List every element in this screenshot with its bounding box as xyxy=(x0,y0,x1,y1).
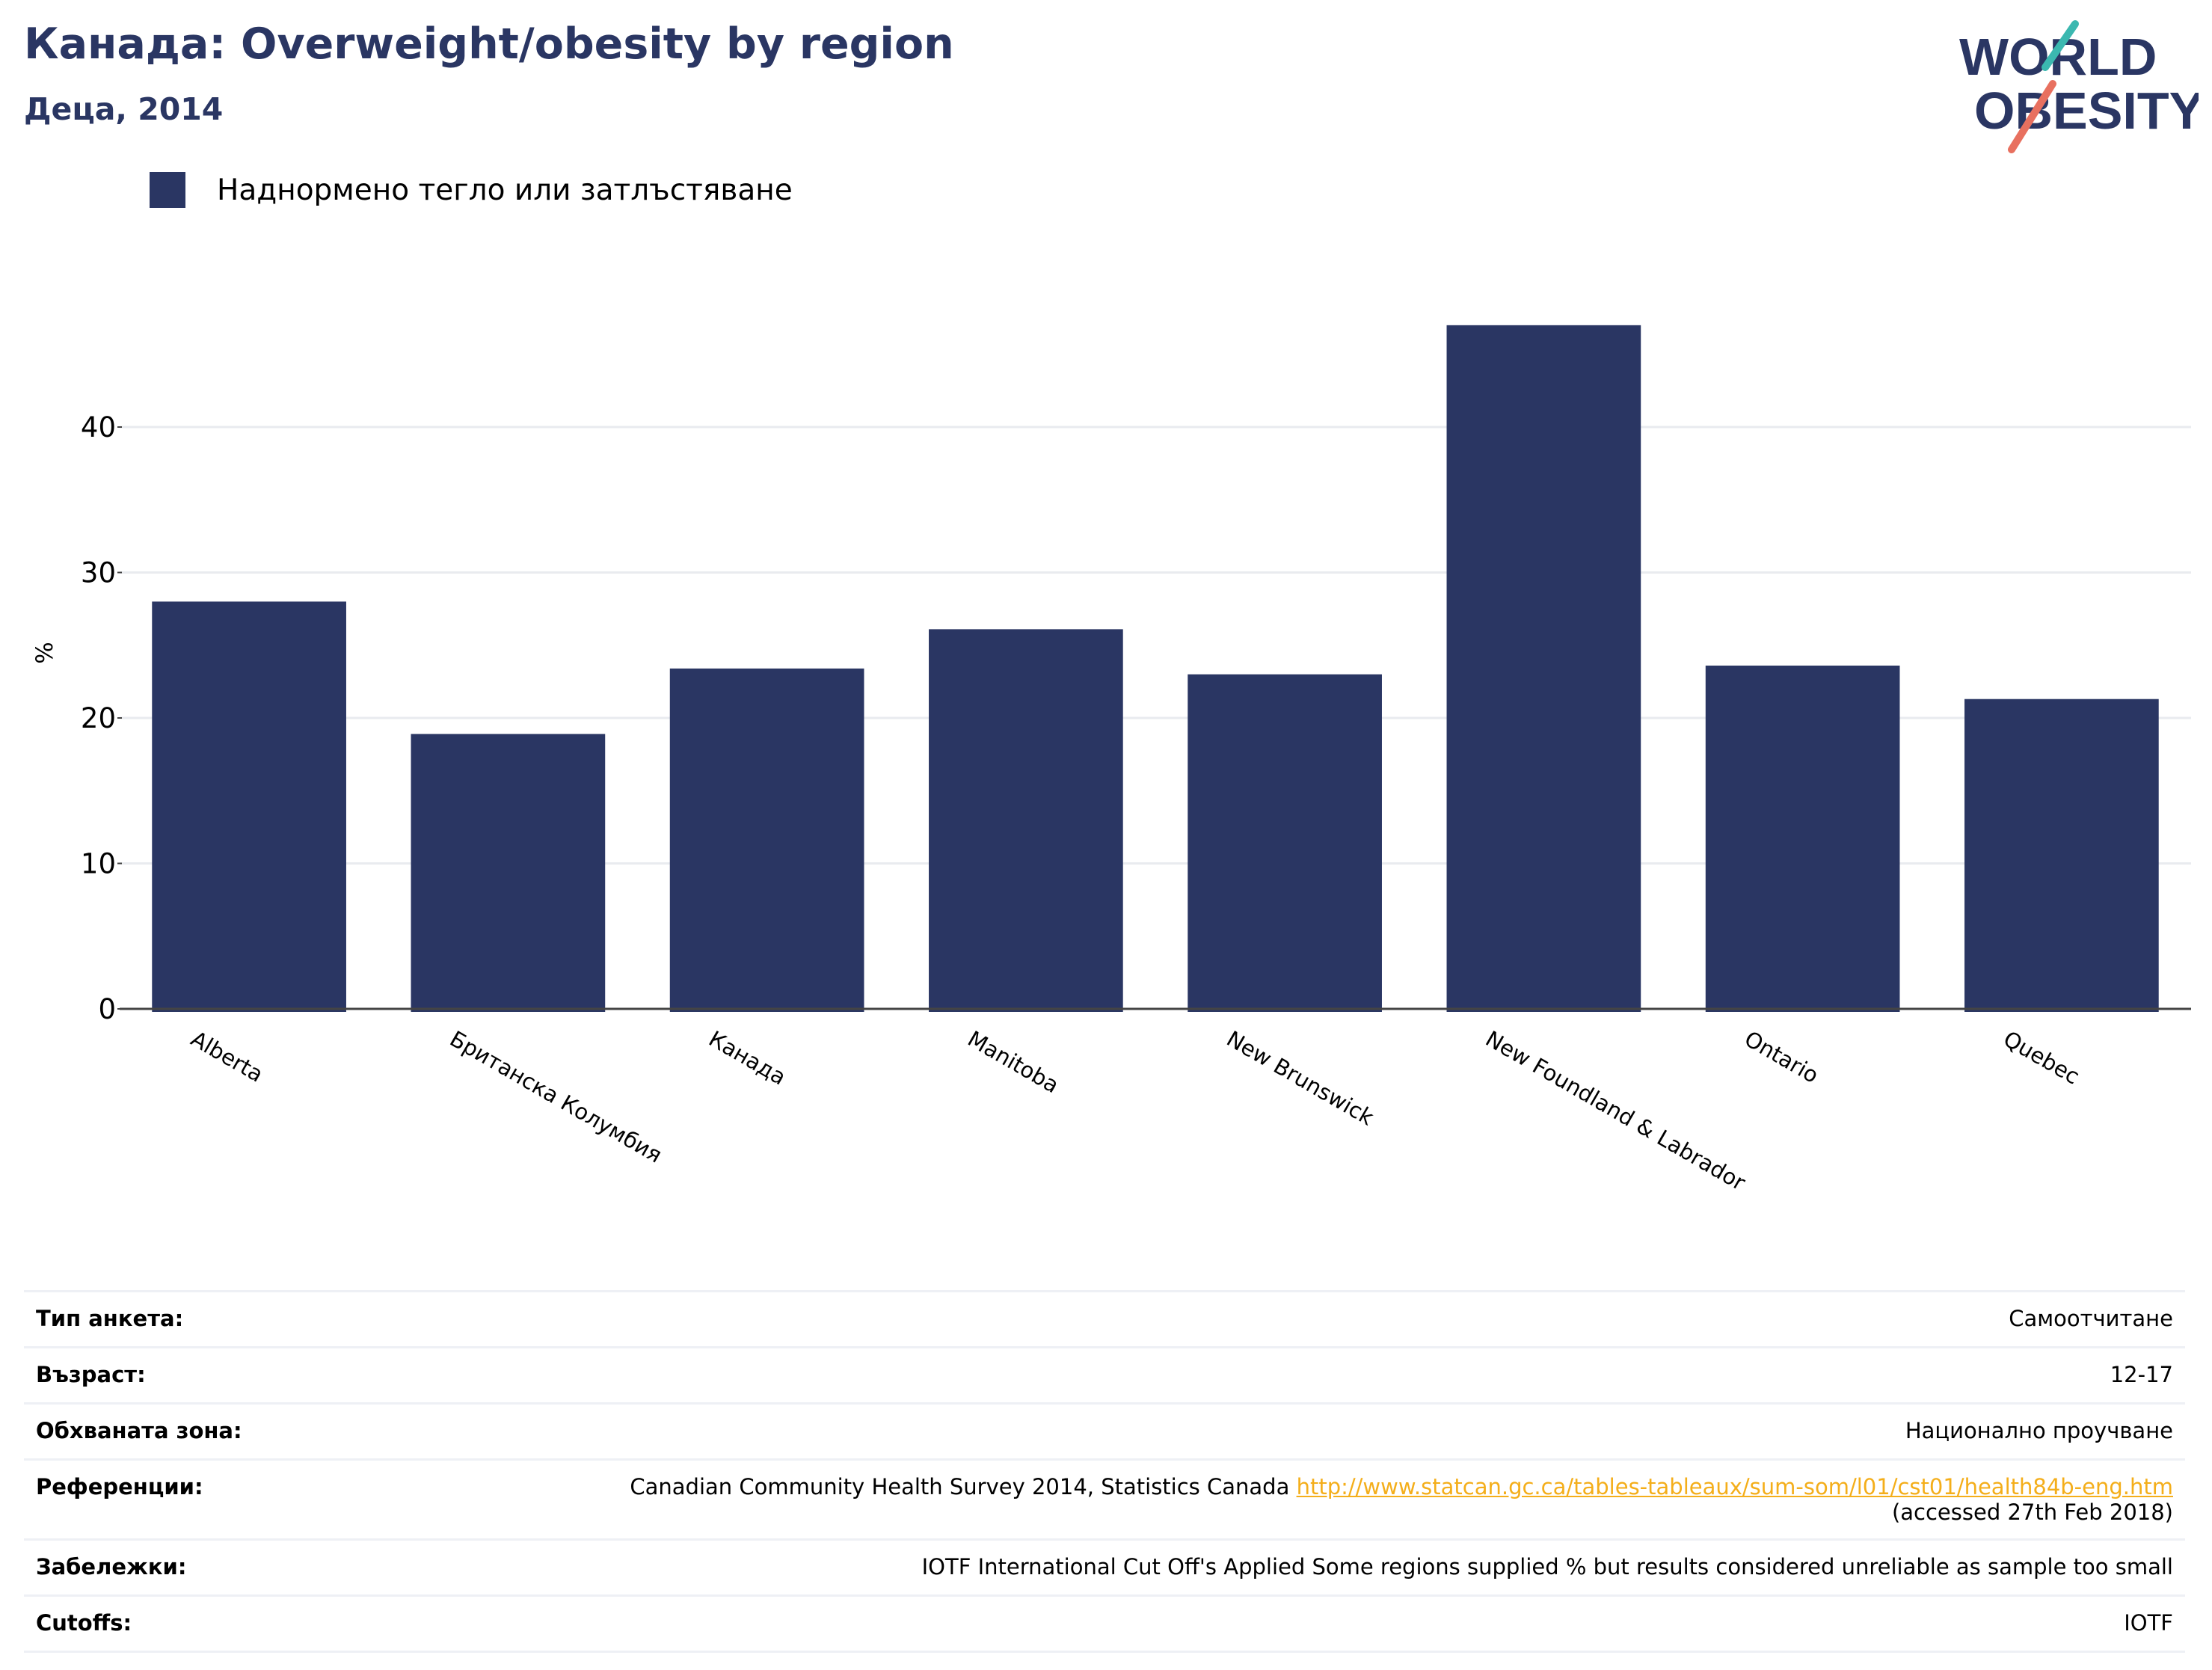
metadata-label: Забележки: xyxy=(36,1554,187,1580)
x-tick-label: Ontario xyxy=(1740,1026,1823,1088)
x-tick-label: Канада xyxy=(704,1026,790,1090)
metadata-row: Възраст: 12-17 xyxy=(24,1346,2185,1402)
metadata-row: Тип анкета: Самоотчитане xyxy=(24,1290,2185,1346)
metadata-table: Тип анкета: Самоотчитане Възраст: 12-17 Обхв… xyxy=(24,1290,2185,1653)
y-tick-label: 40 xyxy=(81,411,116,443)
chart-title: Канада: Overweight/obesity by region xyxy=(24,19,954,69)
metadata-value-text: IOTF International Cut Off's Applied Som… xyxy=(921,1554,2173,1580)
logo-slash-teal xyxy=(2042,20,2079,71)
reference-accessed-note: (accessed 27th Feb 2018) xyxy=(1891,1499,2173,1525)
logo-slash-coral xyxy=(2008,80,2056,153)
metadata-row: Забележки: IOTF International Cut Off's A… xyxy=(24,1538,2185,1594)
metadata-value-text: Национално проучване xyxy=(1905,1418,2173,1443)
x-tick-label: New Brunswick xyxy=(1223,1026,1378,1131)
legend-swatch xyxy=(150,172,185,208)
x-tick-label: Manitoba xyxy=(963,1026,1063,1099)
metadata-value: IOTF International Cut Off's Applied Som… xyxy=(922,1554,2173,1580)
x-tick-label: Quebec xyxy=(1999,1026,2083,1090)
bar xyxy=(1964,699,2159,1012)
y-tick-label: 30 xyxy=(81,557,116,589)
chart-subtitle: Деца, 2014 xyxy=(24,91,224,127)
y-tick-label: 10 xyxy=(81,848,116,880)
bar xyxy=(152,601,346,1012)
bar-chart: 0 10 20 30 40% Alberta Британска Колумбия Канад… xyxy=(31,325,2191,1196)
bar xyxy=(669,668,864,1012)
y-tick-label: 20 xyxy=(81,702,116,734)
bar xyxy=(411,734,606,1012)
metadata-label: Cutoffs: xyxy=(36,1610,132,1636)
metadata-value-text: Самоотчитане xyxy=(2009,1306,2173,1331)
metadata-value-text: IOTF xyxy=(2124,1610,2173,1636)
legend-label: Наднормено тегло или затлъстяване xyxy=(217,173,793,207)
metadata-value: Canadian Community Health Survey 2014, S… xyxy=(630,1474,2173,1525)
metadata-label: Референции: xyxy=(36,1474,203,1499)
metadata-value: Самоотчитане xyxy=(2009,1306,2173,1331)
bar xyxy=(1188,674,1382,1012)
metadata-row: Cutoffs: IOTF xyxy=(24,1594,2185,1653)
metadata-value: IOTF xyxy=(2124,1610,2173,1636)
metadata-label: Тип анкета: xyxy=(36,1306,184,1331)
metadata-label: Обхваната зона: xyxy=(36,1418,242,1443)
chart-legend: Наднормено тегло или затлъстяване xyxy=(150,172,793,208)
bar xyxy=(929,629,1123,1012)
y-axis-label: % xyxy=(31,642,58,663)
x-tick-label: Alberta xyxy=(187,1026,268,1087)
bar xyxy=(1705,665,1900,1012)
metadata-value: 12-17 xyxy=(2110,1362,2173,1387)
metadata-value-text: Canadian Community Health Survey 2014, S… xyxy=(630,1474,1290,1499)
x-tick-label: New Foundland & Labrador xyxy=(1481,1026,1750,1196)
logo-text-world: WORLD xyxy=(1959,28,2157,86)
logo-text-obesity: OBESITY xyxy=(1974,82,2199,140)
metadata-label: Възраст: xyxy=(36,1362,146,1387)
y-tick-label: 0 xyxy=(98,993,116,1025)
metadata-value-text: 12-17 xyxy=(2110,1362,2173,1387)
world-obesity-logo: WORLD OBESITY xyxy=(1959,20,2199,153)
bar xyxy=(1446,325,1641,1013)
metadata-row: Референции: Canadian Community Health Sur… xyxy=(24,1458,2185,1538)
metadata-value: Национално проучване xyxy=(1905,1418,2173,1443)
x-tick-label: Британска Колумбия xyxy=(446,1026,666,1168)
metadata-row: Обхваната зона: Национално проучване xyxy=(24,1402,2185,1458)
reference-link[interactable]: http://www.statcan.gc.ca/tables-tableaux… xyxy=(1296,1474,2173,1499)
